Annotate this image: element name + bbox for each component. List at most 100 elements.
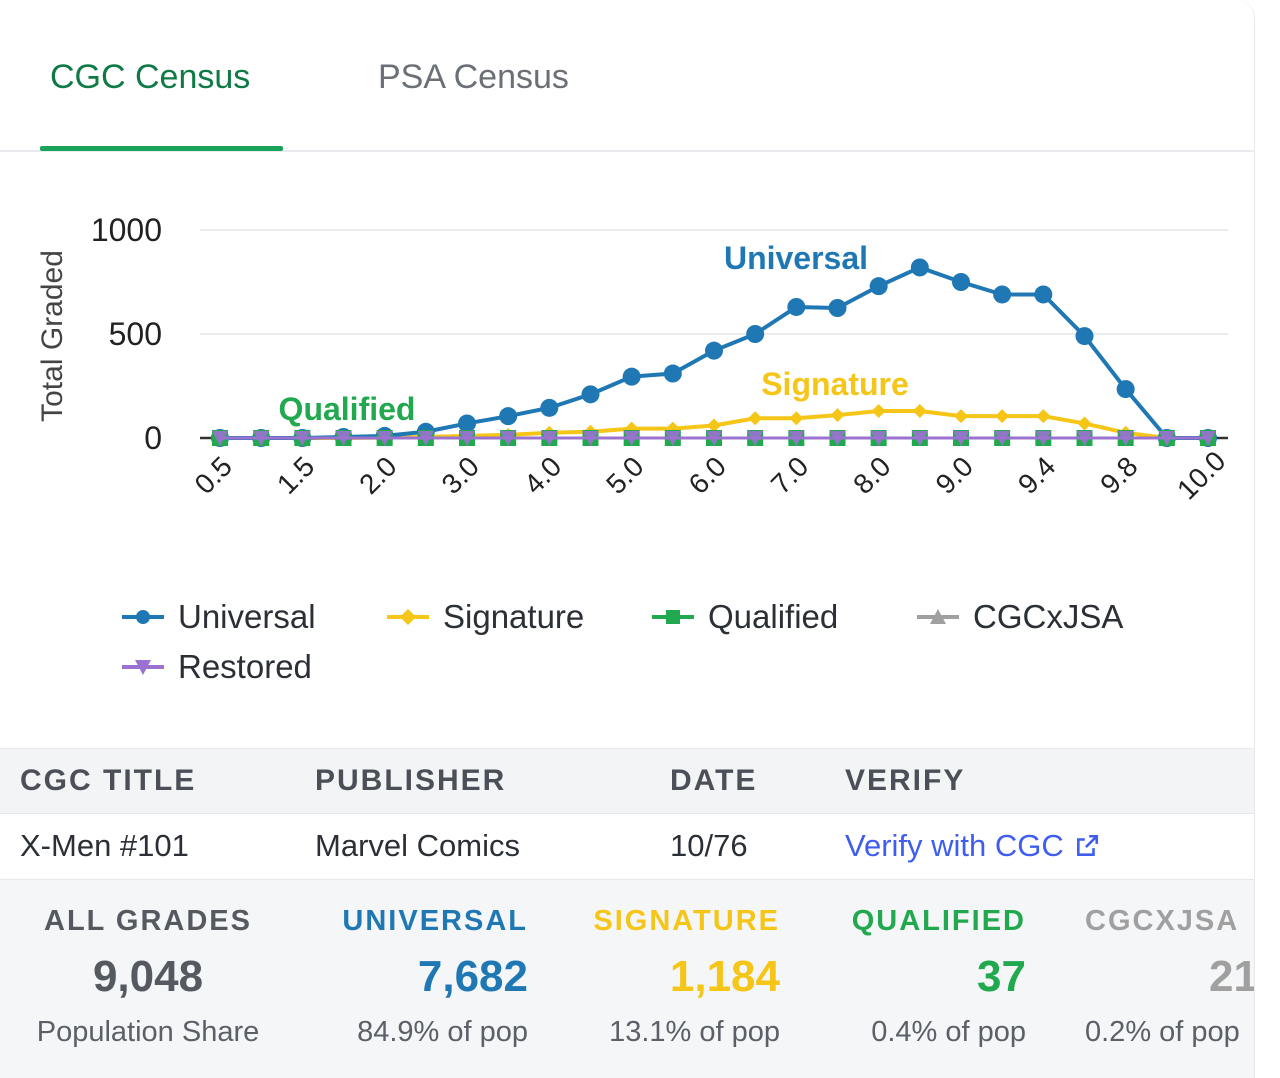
universal-point [1075, 327, 1094, 346]
stat-share-qualified: 0.4% of pop [871, 1016, 1026, 1048]
signature-point [995, 409, 1010, 424]
stat-cgcxjsa: CGCXJSA 21 0.2% of pop [1085, 905, 1255, 1049]
stat-value-signature: 1,184 [669, 952, 780, 1001]
universal-point [869, 277, 888, 296]
stat-value-all-grades: 9,048 [92, 952, 204, 1001]
signature-legend-marker [387, 609, 429, 625]
restored-legend-marker [122, 660, 164, 675]
legend-label-qualified: Qualified [708, 598, 839, 635]
stat-signature: SIGNATURE 1,184 13.1% of pop [578, 905, 780, 1049]
qualified-legend-marker [652, 610, 694, 624]
universal-point [458, 414, 476, 433]
verify-link-label: Verify with CGC [845, 828, 1064, 863]
signature-point [748, 411, 763, 426]
restored-point [417, 431, 434, 446]
universal-point [499, 407, 518, 426]
restored-point [1200, 431, 1216, 446]
legend-item-signature[interactable]: Signature [385, 598, 584, 636]
restored-point [294, 431, 311, 446]
restored-point [253, 431, 270, 446]
header-verify: VERIFY [845, 764, 966, 797]
legend-label-restored: Restored [178, 648, 312, 685]
restored-point [212, 431, 228, 446]
legend-item-cgcxjsa[interactable]: CGCxJSA [915, 598, 1123, 636]
x-tick-label: 3.0 [436, 451, 485, 500]
signature-point [871, 403, 886, 418]
universal-point [787, 297, 806, 316]
universal-point [581, 385, 600, 404]
stat-value-qualified: 37 [977, 952, 1026, 1001]
stat-share-signature: 13.1% of pop [609, 1016, 780, 1048]
universal-point [910, 258, 929, 277]
legend-label-signature: Signature [443, 598, 585, 635]
population-stats [0, 880, 1254, 1078]
universal-point [663, 364, 682, 383]
signature-point [1036, 409, 1051, 424]
universal-point [622, 367, 641, 386]
restored-point [1035, 431, 1052, 446]
restored-point [459, 431, 475, 446]
stat-value-universal: 7,682 [417, 952, 528, 1001]
stat-share-universal: 84.9% of pop [357, 1016, 528, 1048]
stat-label-cgcxjsa: CGCXJSA [1085, 905, 1240, 937]
x-tick-label: 9.8 [1094, 451, 1143, 500]
cell-publisher: Marvel Comics [315, 828, 520, 863]
x-tick-label: 9.4 [1012, 451, 1061, 500]
universal-point [993, 285, 1012, 304]
restored-point [335, 431, 352, 446]
active-tab-indicator [40, 146, 283, 151]
restored-point [911, 431, 928, 446]
signature-point [830, 408, 845, 423]
restored-point [1117, 431, 1134, 446]
stat-value-cgcxjsa: 21 [1209, 952, 1255, 1001]
stat-label-all-grades: ALL GRADES [44, 905, 252, 937]
y-tick-label: 0 [144, 420, 162, 456]
y-tick-label: 500 [109, 316, 162, 352]
stat-universal: UNIVERSAL 7,682 84.9% of pop [322, 905, 528, 1049]
restored-point [953, 431, 969, 446]
legend-item-qualified[interactable]: Qualified [650, 598, 838, 636]
annotation-universal: Universal [724, 240, 868, 276]
signature-point [1077, 416, 1092, 431]
signature-point [707, 418, 721, 433]
census-chart: 0 500 1000 Total Graded 0.5 1.5 2.0 3.0 4.0 5.0 6.… [0, 152, 1254, 712]
universal-point [828, 299, 847, 317]
restored-point [829, 431, 846, 446]
stat-label-qualified: QUALIFIED [851, 905, 1026, 937]
cell-date: 10/76 [670, 828, 748, 863]
universal-point [746, 325, 765, 343]
restored-point [1076, 431, 1093, 446]
restored-point [500, 431, 517, 446]
header-publisher: PUBLISHER [315, 764, 507, 797]
restored-point [747, 431, 764, 446]
census-line-chart: 0 500 1000 Total Graded 0.5 1.5 2.0 3.0 4.0 5.0 6.… [36, 212, 1232, 506]
cell-title: X-Men #101 [20, 828, 189, 863]
restored-point [541, 431, 558, 446]
table-header [0, 748, 1254, 814]
stat-share-cgcxjsa: 0.2% of pop [1085, 1016, 1240, 1048]
restored-point [870, 431, 887, 446]
universal-point [540, 398, 559, 417]
x-tick-label: 4.0 [518, 451, 567, 500]
y-tick-label: 1000 [91, 212, 162, 248]
restored-point [664, 431, 681, 446]
x-tick-label: 0.5 [189, 451, 238, 500]
stat-label-universal: UNIVERSAL [342, 905, 528, 937]
annotation-signature: Signature [761, 366, 909, 402]
legend-item-universal[interactable]: Universal [120, 598, 316, 636]
verify-with-cgc-link[interactable]: Verify with CGC [845, 828, 1100, 864]
signature-point [912, 403, 927, 418]
legend-item-restored[interactable]: Restored [120, 648, 312, 686]
tab-psa-census[interactable]: PSA Census [378, 58, 569, 96]
stat-all-grades: ALL GRADES 9,048 Population Share [28, 905, 268, 1049]
tab-cgc-census[interactable]: CGC Census [50, 58, 251, 96]
x-tick-label: 5.0 [600, 451, 649, 500]
annotation-qualified: Qualified [279, 391, 416, 427]
x-tick-label: 2.0 [353, 451, 402, 500]
restored-point [623, 431, 640, 446]
restored-point [788, 431, 805, 446]
restored-point [1158, 431, 1175, 446]
x-tick-label: 6.0 [683, 451, 732, 500]
x-tick-label: 1.5 [271, 451, 320, 500]
